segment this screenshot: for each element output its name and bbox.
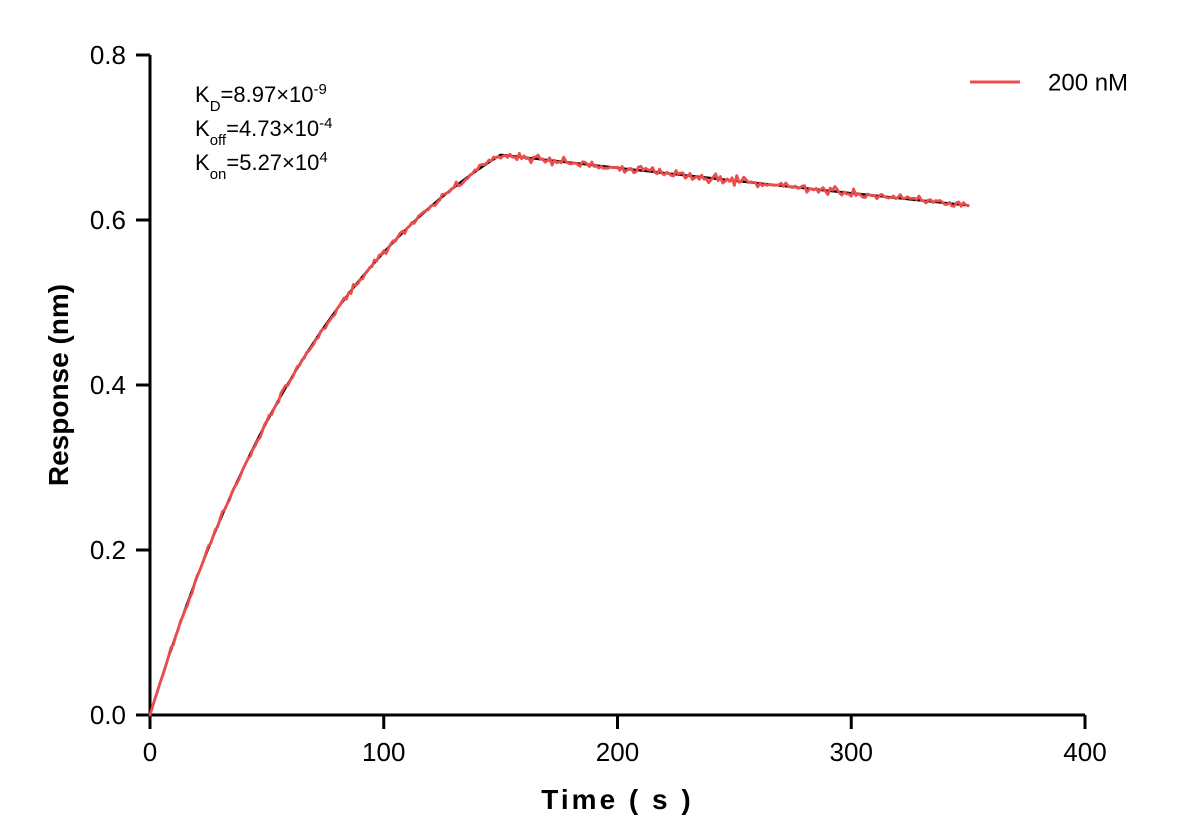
y-tick-label: 0.2 <box>90 535 126 565</box>
x-tick-label: 100 <box>362 737 405 767</box>
y-tick-label: 0.8 <box>90 40 126 70</box>
x-tick-label: 0 <box>143 737 157 767</box>
x-tick-label: 200 <box>596 737 639 767</box>
y-tick-label: 0.6 <box>90 205 126 235</box>
x-tick-label: 400 <box>1063 737 1106 767</box>
y-axis-label: Response (nm) <box>43 284 74 486</box>
x-tick-label: 300 <box>830 737 873 767</box>
legend-label: 200 nM <box>1048 69 1128 96</box>
y-tick-label: 0.4 <box>90 370 126 400</box>
chart-svg: 0 100 200 300 400 Time ( s ) 0.0 0.2 0.4 0.6 0.8 Re… <box>0 0 1187 825</box>
y-tick-label: 0.0 <box>90 700 126 730</box>
x-axis-label: Time ( s ) <box>541 784 693 815</box>
kinetics-chart: 0 100 200 300 400 Time ( s ) 0.0 0.2 0.4 0.6 0.8 Re… <box>0 0 1187 825</box>
